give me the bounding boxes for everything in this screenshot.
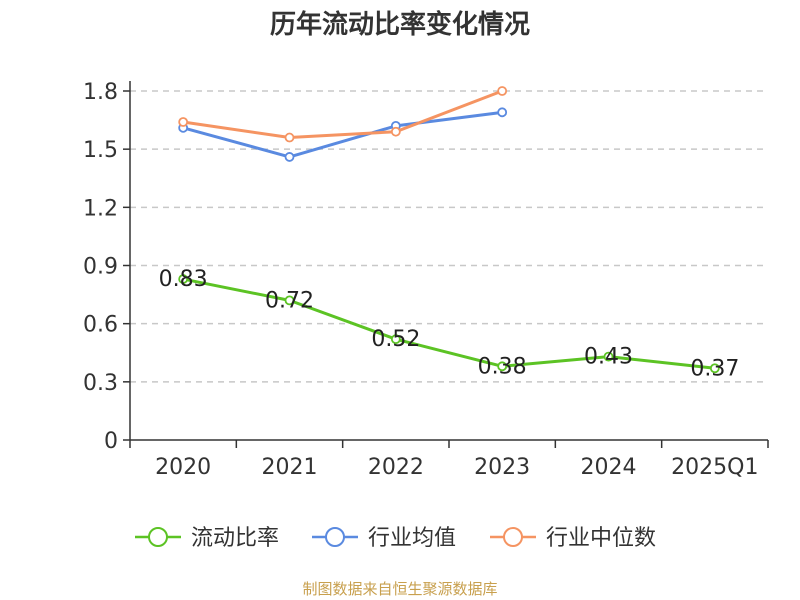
y-tick-label: 1.8	[83, 80, 118, 105]
data-label: 0.83	[159, 267, 208, 292]
x-tick-label: 2021	[262, 455, 318, 480]
x-tick-label: 2022	[368, 455, 424, 480]
data-point[interactable]	[390, 334, 401, 345]
x-tick-label: 2025Q1	[671, 455, 758, 480]
y-tick-label: 0	[104, 429, 118, 454]
data-point[interactable]	[497, 361, 508, 372]
legend-item-1[interactable]: 行业均值	[312, 526, 456, 551]
data-point[interactable]	[603, 351, 614, 362]
data-labels: 0.83 0.72 0.52 0.38 0.43 0.37	[159, 267, 740, 381]
data-label: 0.52	[371, 327, 420, 352]
legend-marker	[325, 527, 345, 547]
series-line-0	[182, 277, 715, 370]
legend[interactable]: 流动比率 行业均值 行业中位数	[135, 526, 656, 551]
legend-item-2[interactable]: 行业中位数	[490, 526, 656, 551]
legend-label: 行业中位数	[546, 526, 656, 551]
data-label: 0.72	[265, 288, 314, 313]
legend-label: 行业均值	[368, 526, 456, 551]
y-tick-label: 1.5	[83, 138, 118, 163]
y-tick-label: 0.3	[83, 371, 118, 396]
data-point[interactable]	[284, 152, 295, 162]
y-tick-label: 1.2	[83, 196, 118, 221]
x-tick-label: 2023	[474, 455, 530, 480]
y-tick-label: 0.6	[83, 313, 118, 338]
grid-lines	[130, 90, 768, 383]
legend-item-0[interactable]: 流动比率	[135, 526, 279, 551]
data-source-note: 制图数据来自恒生聚源数据库	[302, 580, 498, 598]
x-tick-label: 2024	[581, 455, 637, 480]
data-label: 0.43	[584, 345, 633, 370]
legend-marker	[503, 527, 523, 547]
data-label: 0.38	[478, 354, 527, 379]
data-point[interactable]	[178, 274, 189, 284]
series-lines	[178, 86, 720, 374]
data-point[interactable]	[284, 132, 295, 143]
y-tick-label: 0.9	[83, 255, 118, 280]
axes: 0 0.3 0.6 0.9 1.2 1.5 1.8 2020 2021 2022 2023 2024 2…	[83, 80, 769, 480]
data-point[interactable]	[497, 86, 508, 96]
legend-marker	[148, 527, 168, 547]
data-point[interactable]	[178, 117, 189, 127]
data-label: 0.37	[690, 356, 739, 381]
series-line-2	[182, 89, 503, 140]
legend-label: 流动比率	[191, 526, 279, 551]
chart-title: 历年流动比率变化情况	[269, 10, 530, 40]
series-line-1	[182, 110, 503, 159]
x-tick-label: 2020	[155, 455, 211, 480]
data-point[interactable]	[284, 295, 295, 306]
data-point[interactable]	[497, 107, 508, 118]
data-point[interactable]	[709, 363, 720, 374]
data-point[interactable]	[390, 126, 401, 137]
